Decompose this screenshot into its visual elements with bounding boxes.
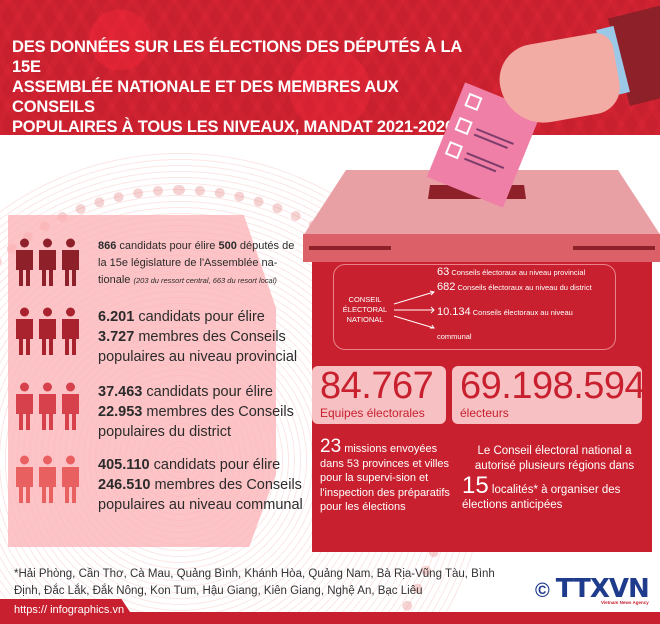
teams-stat-box: 84.767 Equipes électorales [312,366,446,424]
stat-row-communal: 405.110 candidats pour élire 246.510 mem… [14,455,303,515]
people-icon-group [14,238,84,286]
council-label: CONSEIL ÉLECTORAL NATIONAL [342,295,388,324]
stat-row-provincial: 6.201 candidats pour élire 3.727 membres… [14,307,303,367]
agency-text: Vietnam News Agency [600,600,649,605]
council-item: 10.134 Conseils électoraux au niveau [437,306,573,318]
footnote-localities: *Hải Phòng, Cần Thơ, Cà Mau, Quảng Bình,… [14,568,495,597]
person-icon [39,307,56,355]
council-item: communal [437,332,472,341]
person-icon [16,455,33,503]
person-icon [62,455,79,503]
council-item: 63 Conseils électoraux au niveau provinc… [437,266,586,278]
person-icon [62,307,79,355]
stat-text: 405.110 candidats pour élire 246.510 mem… [98,457,303,513]
person-icon [16,307,33,355]
band-stripe [309,246,391,250]
person-icon [62,238,79,286]
stat-row-district: 37.463 candidats pour élire 22.953 membr… [14,382,303,442]
copyright-icon: © [535,580,550,602]
person-icon [16,238,33,286]
people-icon-group [14,307,84,355]
stat-text: 37.463 candidats pour élire 22.953 membr… [98,384,294,440]
stat-row-national-assembly: 866 candidats pour élire 500 députés de … [14,238,303,289]
stat-text: 866 candidats pour élire 500 députés de … [98,240,295,286]
missions-text: 23 missions envoyées dans 53 provinces e… [320,436,450,513]
footer-bar [0,612,660,624]
checkbox-icon [444,140,464,160]
arrows-icon [393,290,435,329]
band-stripe [573,246,655,250]
council-item: 682 Conseils électoraux au niveau du dis… [437,281,592,293]
council-diagram-frame [333,264,616,350]
source-url-link[interactable]: https:// infographics.vn [14,604,125,616]
person-icon [39,238,56,286]
early-elections-text: Le Conseil électoral national a autorisé… [462,445,635,511]
person-icon [16,382,33,430]
ttxvn-logo: © TTXVN Vietnam News Agency [535,574,650,605]
people-icon-group [14,455,84,503]
person-icon [62,382,79,430]
voters-stat-box: 69.198.594 électeurs [452,366,646,424]
url-tab [0,599,138,624]
stat-text: 6.201 candidats pour élire 3.727 membres… [98,309,298,365]
person-icon [39,382,56,430]
person-icon [39,455,56,503]
people-icon-group [14,382,84,430]
checked-checkbox-icon [454,116,473,136]
page-title: DES DONNÉES SUR LES ÉLECTIONS DES DÉPUTÉ… [12,38,462,136]
logo-text: TTXVN [555,574,650,604]
ballot-box-band [303,234,660,262]
checkbox-icon [464,92,483,111]
